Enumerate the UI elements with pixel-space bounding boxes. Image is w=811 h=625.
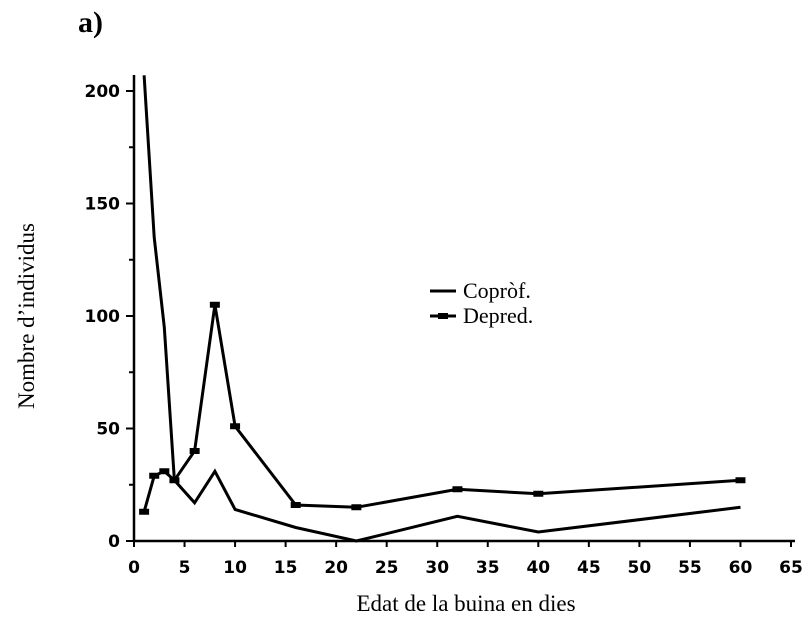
axes	[132, 75, 795, 543]
x-tick-label: 0	[128, 558, 140, 578]
data-point-marker	[290, 502, 301, 508]
data-point-marker	[209, 301, 220, 308]
x-tick-label: 30	[425, 558, 449, 578]
data-point-marker	[230, 423, 241, 430]
x-axis-ticks: 0 5 10 15 20 25 30 35 40 45 50 55 60 65	[128, 541, 803, 578]
x-tick-label: 15	[274, 558, 298, 578]
data-point-marker	[189, 448, 200, 454]
y-tick-label: 50	[96, 420, 120, 440]
x-tick-label: 5	[179, 558, 191, 578]
x-axis-title: Edat de la buina en dies	[356, 591, 575, 616]
legend: Copròf.Depred.	[430, 278, 533, 328]
data-point-marker	[159, 468, 170, 475]
y-tick-label: 150	[85, 195, 121, 215]
x-tick-label: 20	[324, 558, 348, 578]
data-point-marker	[351, 504, 362, 511]
y-tick-label: 200	[85, 82, 121, 102]
series-line-coprof	[142, 75, 741, 543]
data-point-marker	[149, 472, 160, 479]
x-tick-label: 10	[223, 558, 247, 578]
x-tick-label: 35	[476, 558, 500, 578]
data-point-marker	[169, 477, 180, 484]
x-tick-label: 25	[375, 558, 399, 578]
data-point-marker	[139, 508, 150, 515]
y-axis-ticks: 0 50 100 150 200	[85, 82, 134, 552]
series-lines	[139, 75, 746, 543]
y-tick-label: 0	[108, 532, 120, 552]
x-tick-label: 40	[526, 558, 550, 578]
series-line-depred	[142, 304, 741, 513]
x-tick-label: 65	[779, 558, 803, 578]
x-tick-label: 55	[678, 558, 702, 578]
legend-label: Depred.	[463, 303, 533, 328]
y-axis-title: Nombre d’individus	[14, 223, 39, 409]
data-point-marker	[533, 490, 544, 497]
x-tick-label: 60	[729, 558, 753, 578]
legend-marker	[438, 313, 448, 319]
data-point-marker	[735, 477, 746, 484]
legend-label: Copròf.	[463, 278, 531, 303]
data-point-marker	[452, 486, 463, 493]
x-tick-label: 45	[577, 558, 601, 578]
y-tick-label: 100	[85, 307, 121, 327]
panel-label: a)	[78, 6, 103, 39]
x-tick-label: 50	[628, 558, 652, 578]
